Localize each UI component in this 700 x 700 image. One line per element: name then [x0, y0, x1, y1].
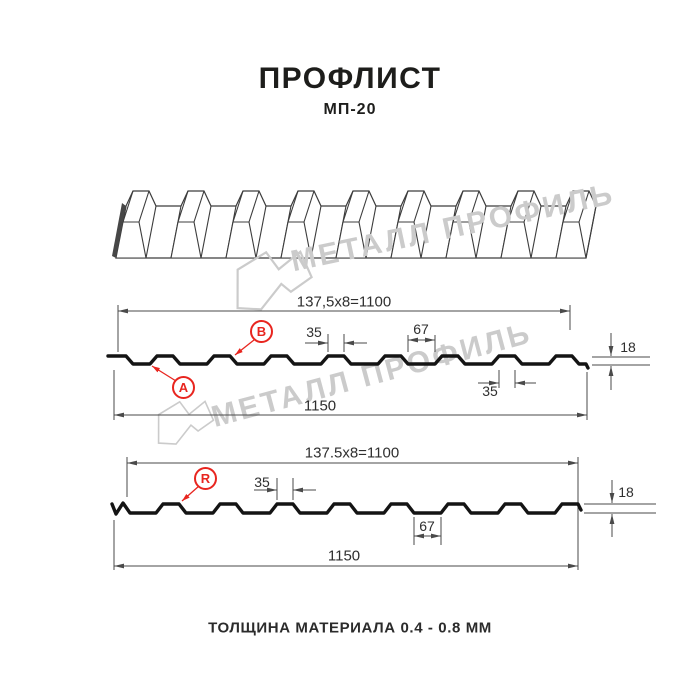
label-r-badge: R	[194, 467, 217, 490]
dim-rib-top-width-bottom: 35	[254, 474, 270, 490]
page-title: ПРОФЛИСТ	[258, 62, 442, 95]
dim-rib-top-width-2-top: 35	[482, 383, 498, 399]
profile-bottom-outline	[110, 501, 583, 516]
profile-top-outline	[106, 354, 590, 370]
dim-rib-top-width-top: 35	[306, 324, 322, 340]
watermark-logo-icon	[236, 250, 313, 311]
material-thickness-note: ТОЛЩИНА МАТЕРИАЛА 0.4 - 0.8 ММ	[208, 619, 492, 637]
dim-valley-width-top: 67	[413, 321, 429, 337]
label-b-badge: B	[250, 320, 273, 343]
dim-width-formula-top: 137,5x8=1100	[296, 293, 392, 311]
model-label: МП-20	[323, 101, 377, 118]
dim-height-bottom: 18	[618, 484, 634, 500]
dim-height-top: 18	[620, 339, 636, 355]
dim-valley-width-bottom: 67	[419, 518, 435, 534]
dim-total-width-top: 1150	[303, 397, 337, 415]
dim-width-formula-bottom: 137.5x8=1100	[304, 444, 400, 462]
watermark-logo-icon	[157, 400, 215, 445]
sheet-cut-edge	[112, 203, 126, 258]
dim-total-width-bottom: 1150	[327, 547, 361, 565]
label-a-badge: A	[172, 376, 195, 399]
